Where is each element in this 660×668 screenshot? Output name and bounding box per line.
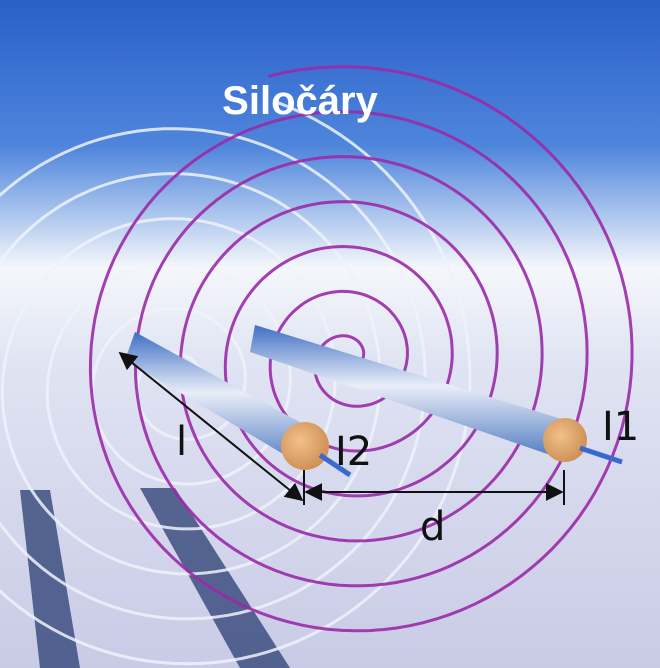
- rod-end: [543, 418, 587, 462]
- distance-label: d: [420, 504, 445, 550]
- title: Siločáry: [222, 79, 378, 123]
- rod-end: [281, 422, 329, 470]
- current-label: I2: [335, 429, 372, 475]
- length-label: l: [176, 419, 187, 465]
- page: {"title": "Siločáry", "labels": {"length…: [0, 0, 660, 668]
- illustration: Siločáry l I2 d I1: [0, 0, 660, 668]
- current-label: I1: [602, 404, 639, 450]
